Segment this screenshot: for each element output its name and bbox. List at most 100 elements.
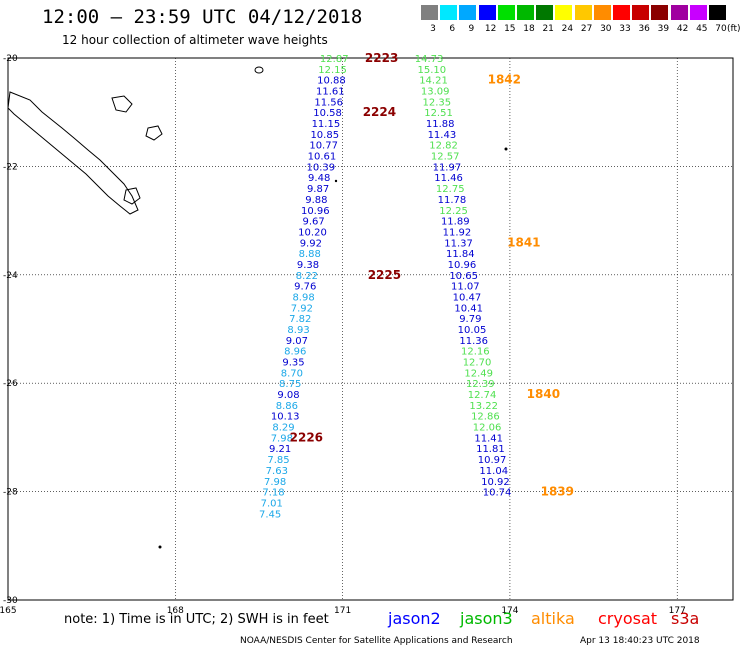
legend-swatch (670, 5, 688, 20)
legend-label: 45 (696, 24, 708, 34)
wave-height-value: 9.35 (282, 358, 304, 369)
legend-swatch (689, 5, 707, 20)
wave-height-value: 7.85 (267, 455, 289, 466)
wave-height-value: 11.56 (314, 97, 343, 108)
wave-height-value: 10.88 (317, 76, 346, 87)
wave-height-value: 9.08 (277, 390, 299, 401)
wave-height-value: 9.88 (305, 195, 327, 206)
wave-height-value: 11.88 (426, 119, 455, 130)
wave-height-value: 7.01 (261, 498, 283, 509)
x-tick-label: 168 (167, 606, 184, 616)
wave-height-value: 13.09 (421, 87, 450, 98)
wave-height-value: 12.35 (423, 97, 452, 108)
y-tick-label: -28 (3, 488, 18, 498)
wave-height-value: 7.82 (289, 314, 311, 325)
wave-height-value: 10.20 (298, 227, 327, 238)
wave-height-value: 9.76 (294, 282, 316, 293)
wave-height-value: 12.74 (468, 390, 497, 401)
y-tick-label: -24 (3, 271, 18, 281)
wave-height-value: 9.38 (297, 260, 319, 271)
wave-height-value: 8.93 (287, 325, 309, 336)
wave-height-value: 7.18 (262, 488, 284, 499)
wave-height-value: 10.77 (309, 141, 338, 152)
wave-height-value: 15.10 (418, 65, 447, 76)
coastline-islet (111, 95, 133, 113)
wave-height-value: 11.78 (438, 195, 467, 206)
coastline-islet (334, 179, 338, 183)
footer-note: note: 1) Time is in UTC; 2) SWH is in fe… (64, 612, 329, 627)
wave-height-value: 12.06 (473, 423, 502, 434)
x-tick-label: 174 (501, 606, 518, 616)
wave-height-value: 7.92 (291, 303, 313, 314)
legend-label: 70 (715, 24, 727, 34)
legend-label: 36 (638, 24, 650, 34)
wave-height-value: 11.97 (433, 162, 462, 173)
sat-label-s3a: s3a (671, 609, 700, 628)
wave-height-value: 12.49 (464, 368, 493, 379)
legend-label: 30 (600, 24, 612, 34)
x-tick-label: 171 (334, 606, 351, 616)
wave-height-value: 10.58 (313, 108, 342, 119)
wave-height-value: 12.82 (429, 141, 458, 152)
wave-height-value: 10.65 (449, 271, 478, 282)
legend-label: 27 (580, 24, 593, 34)
legend-label: 18 (523, 24, 535, 34)
wave-height-value: 11.15 (312, 119, 341, 130)
sat-label-cryosat: cryosat (598, 609, 658, 628)
legend-swatch (459, 5, 477, 20)
legend-swatch (651, 5, 669, 20)
wave-height-value: 10.61 (308, 152, 337, 163)
pass-label: 1840 (527, 387, 560, 401)
wave-height-value: 8.98 (292, 292, 314, 303)
x-tick-label: 177 (669, 606, 686, 616)
pass-label: 1841 (507, 235, 540, 249)
wave-height-value: 11.07 (451, 282, 480, 293)
wave-height-value: 8.86 (276, 401, 298, 412)
wave-height-value: 8.88 (299, 249, 321, 260)
wave-height-value: 11.92 (443, 227, 472, 238)
wave-height-value: 10.74 (483, 488, 512, 499)
y-tick-label: -26 (3, 379, 18, 389)
legend-swatch (517, 5, 534, 20)
legend-swatch (536, 5, 554, 20)
wave-height-value: 12.25 (439, 206, 468, 217)
legend-label: 15 (504, 24, 516, 34)
legend-label: 24 (561, 24, 574, 34)
coastline-islet (254, 66, 264, 74)
legend-swatch (478, 5, 496, 20)
legend-label: 42 (676, 24, 689, 34)
coastline-islet (123, 187, 141, 205)
legend-swatch (709, 5, 726, 20)
legend-unit: (ft) (727, 24, 740, 34)
legend-swatch (421, 5, 438, 20)
coastline-islet (158, 545, 162, 549)
wave-height-value: 8.96 (284, 347, 306, 358)
wave-height-value: 10.96 (448, 260, 477, 271)
wave-height-value: 12.87 (320, 54, 349, 65)
wave-height-value: 11.81 (476, 444, 505, 455)
coastline-islet (504, 147, 508, 151)
wave-height-value: 14.73 (415, 54, 444, 65)
plot-frame (7, 57, 734, 601)
pass-label: 2223 (365, 51, 398, 65)
legend-swatch (497, 5, 515, 20)
wave-height-value: 12.51 (424, 108, 453, 119)
y-tick-label: -20 (3, 54, 18, 64)
legend-swatch (613, 5, 630, 20)
wave-height-value: 8.70 (281, 368, 303, 379)
wave-height-value: 11.41 (474, 433, 503, 444)
wave-height-value: 7.98 (264, 477, 286, 488)
y-tick-label: -22 (3, 162, 18, 172)
legend-label: 6 (449, 24, 456, 34)
wave-height-value: 12.15 (318, 65, 347, 76)
wave-height-value: 8.29 (272, 423, 294, 434)
legend-swatch (593, 5, 611, 20)
y-tick-label: -30 (3, 596, 18, 606)
sat-label-altika: altika (531, 609, 575, 628)
wave-height-value: 8.75 (279, 379, 301, 390)
legend-label: 9 (468, 24, 475, 34)
coastline-islet (145, 125, 163, 141)
wave-height-value: 11.61 (316, 87, 345, 98)
wave-height-value: 11.84 (446, 249, 475, 260)
